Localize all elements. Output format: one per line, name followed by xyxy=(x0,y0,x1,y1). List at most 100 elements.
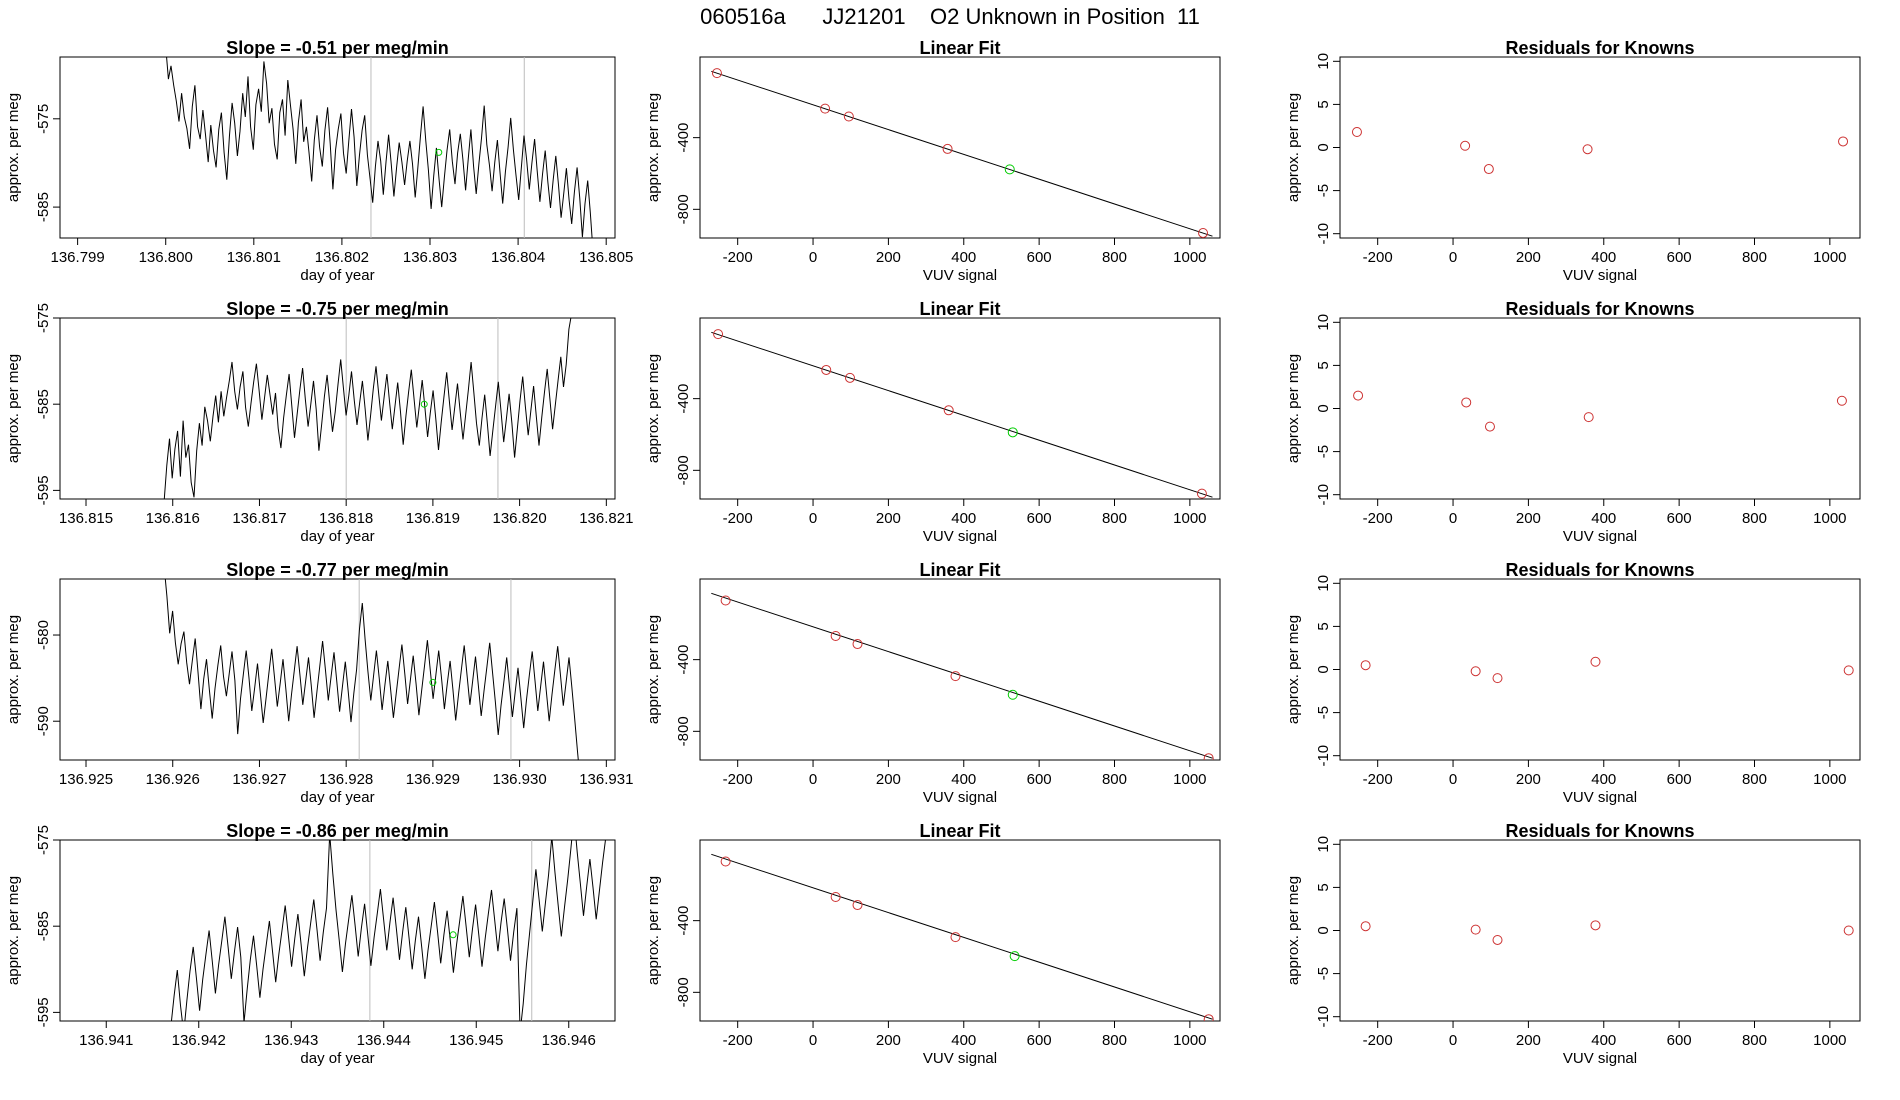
unknown-point xyxy=(1004,164,1015,175)
y-tick-label: 10 xyxy=(1315,53,1332,70)
chart-title: Slope = -0.77 per meg/min xyxy=(226,560,449,580)
chart-title: Slope = -0.51 per meg/min xyxy=(226,38,449,58)
x-tick-label: 136.818 xyxy=(319,510,373,527)
known-point xyxy=(844,372,855,383)
known-point xyxy=(830,630,841,641)
x-tick-label: 136.943 xyxy=(264,1032,318,1049)
x-tick-label: 400 xyxy=(951,1032,976,1049)
plot-frame xyxy=(59,317,616,500)
panel-linear-fit-1: Linear Fit -200 0 200 400 600 800 1000 VUV signa… xyxy=(645,38,1221,284)
plot-area xyxy=(164,579,579,760)
y-tick-label: -5 xyxy=(1315,706,1332,719)
x-tick-label: -200 xyxy=(1363,1032,1393,1049)
x-tick-label: 1000 xyxy=(1173,510,1206,527)
y-tick-label: -5 xyxy=(1315,967,1332,980)
x-axis-label: day of year xyxy=(300,789,374,806)
known-point xyxy=(1203,1014,1214,1021)
known-point xyxy=(1843,925,1854,936)
plot-area xyxy=(711,329,1213,499)
y-tick-label: 0 xyxy=(1315,926,1332,934)
x-tick-label: 136.945 xyxy=(449,1032,503,1049)
plot-area xyxy=(1351,126,1849,175)
plot-area xyxy=(170,840,606,1021)
known-point xyxy=(820,103,831,114)
x-tick-label: 800 xyxy=(1102,510,1127,527)
known-point xyxy=(1196,488,1207,499)
x-tick-label: 136.930 xyxy=(492,771,546,788)
plot-area xyxy=(166,57,593,238)
panel-linear-fit-3: Linear Fit -200 0 200 400 600 800 1000 VUV signa… xyxy=(645,560,1221,806)
plot-frame xyxy=(59,578,616,761)
x-tick-label: 600 xyxy=(1667,771,1692,788)
x-tick-label: 400 xyxy=(951,249,976,266)
known-point xyxy=(713,329,724,340)
y-axis-label: approx. per meg xyxy=(1285,615,1302,724)
known-point xyxy=(950,671,961,682)
y-tick-label: -10 xyxy=(1315,223,1332,245)
x-tick-label: 600 xyxy=(1667,510,1692,527)
panel-timeseries-4: Slope = -0.86 per meg/min 136.941 136.942 1… xyxy=(5,821,616,1067)
plot-area xyxy=(711,68,1213,238)
known-point xyxy=(1203,753,1214,760)
x-tick-label: 600 xyxy=(1667,249,1692,266)
x-tick-label: 1000 xyxy=(1813,1032,1846,1049)
unknown-point xyxy=(1007,427,1018,438)
known-point xyxy=(711,68,722,79)
plot-frame xyxy=(699,578,1221,761)
x-axis-label: VUV signal xyxy=(923,1050,997,1067)
y-tick-label: -800 xyxy=(675,716,692,746)
x-tick-label: 200 xyxy=(1516,771,1541,788)
x-tick-label: 400 xyxy=(1591,771,1616,788)
plot-frame xyxy=(59,56,616,239)
x-tick-label: 0 xyxy=(809,249,817,266)
fit-line xyxy=(711,331,1213,498)
x-tick-label: 136.804 xyxy=(491,249,545,266)
y-axis-label: approx. per meg xyxy=(645,93,662,202)
x-axis-label: day of year xyxy=(300,528,374,545)
y-tick-label: -575 xyxy=(35,104,52,134)
plot-frame xyxy=(1339,578,1861,761)
known-point xyxy=(843,111,854,122)
known-point xyxy=(1470,666,1481,677)
x-tick-label: 136.819 xyxy=(406,510,460,527)
series-line xyxy=(164,579,579,760)
known-point xyxy=(852,639,863,650)
chart-title: Residuals for Knowns xyxy=(1505,38,1694,58)
known-point xyxy=(1460,140,1471,151)
x-tick-label: 200 xyxy=(876,249,901,266)
known-point xyxy=(1484,421,1495,432)
y-axis-label: approx. per meg xyxy=(5,876,22,985)
x-tick-label: 136.946 xyxy=(542,1032,596,1049)
known-point xyxy=(720,856,731,867)
x-axis-label: day of year xyxy=(300,1050,374,1067)
y-tick-label: -400 xyxy=(675,384,692,414)
x-tick-label: 200 xyxy=(1516,1032,1541,1049)
x-tick-label: 136.944 xyxy=(357,1032,411,1049)
y-tick-label: 5 xyxy=(1315,361,1332,369)
unknown-point xyxy=(1007,689,1018,700)
unknown-point xyxy=(429,678,437,686)
y-tick-label: -5 xyxy=(1315,184,1332,197)
x-tick-label: 1000 xyxy=(1173,1032,1206,1049)
known-point xyxy=(1360,660,1371,671)
x-tick-label: -200 xyxy=(1363,771,1393,788)
known-point xyxy=(720,595,731,606)
x-tick-label: 200 xyxy=(876,510,901,527)
y-tick-label: -595 xyxy=(35,475,52,505)
x-tick-label: 1000 xyxy=(1173,249,1206,266)
x-tick-label: 0 xyxy=(1449,510,1457,527)
y-axis-label: approx. per meg xyxy=(5,615,22,724)
known-point xyxy=(942,143,953,154)
x-tick-label: 800 xyxy=(1742,510,1767,527)
x-tick-label: 136.928 xyxy=(319,771,373,788)
chart-title: Linear Fit xyxy=(919,38,1000,58)
panel-timeseries-2: Slope = -0.75 per meg/min 136.815 136.816 1… xyxy=(5,299,633,545)
known-point xyxy=(1492,673,1503,684)
x-tick-label: 600 xyxy=(1027,510,1052,527)
y-tick-label: -400 xyxy=(675,645,692,675)
panel-residuals-3: Residuals for Knowns-200 0 200 400 600 800 100… xyxy=(1285,560,1861,806)
y-axis-label: approx. per meg xyxy=(645,876,662,985)
y-tick-label: 5 xyxy=(1315,100,1332,108)
x-tick-label: 600 xyxy=(1667,1032,1692,1049)
y-tick-label: -10 xyxy=(1315,745,1332,767)
